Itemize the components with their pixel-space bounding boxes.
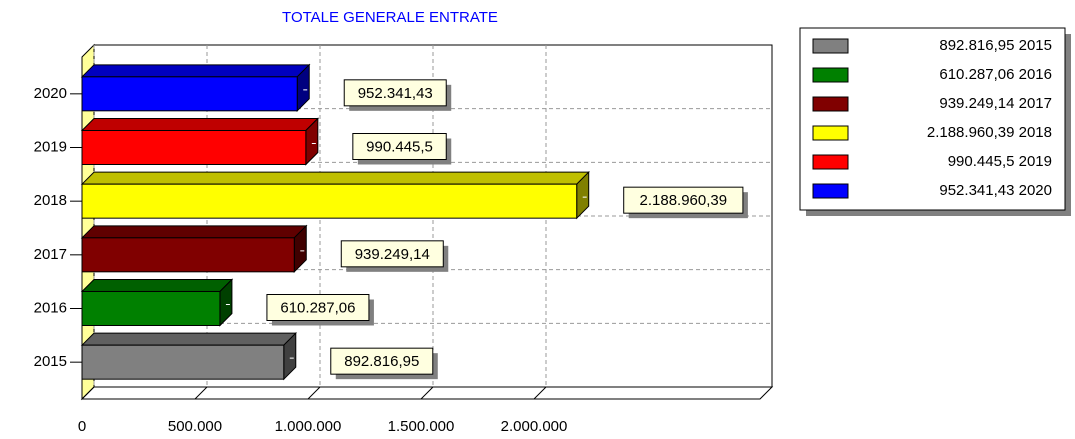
legend-label: 610.287,06 2016 (939, 66, 1052, 83)
legend-swatch (812, 125, 849, 141)
bar (80, 170, 590, 220)
y-tick-label: 2017 (34, 246, 67, 263)
x-tick-label: 1.000.000 (275, 418, 342, 435)
bar (80, 278, 234, 327)
legend-label: 2.188.960,39 2018 (927, 124, 1052, 141)
legend (799, 27, 1066, 211)
label-box (352, 133, 447, 160)
legend-swatch (812, 96, 849, 112)
label-box (266, 294, 370, 321)
y-tick-label: 2019 (34, 138, 67, 155)
x-tick-label: 0 (78, 418, 86, 435)
legend-value: 610.287,06 (939, 66, 1014, 83)
label-box (330, 347, 434, 375)
label-box (623, 186, 744, 214)
legend-value: 892.816,95 (939, 37, 1014, 54)
legend-category: 2017 (1019, 95, 1052, 112)
value-label: 939.249,14 (355, 246, 430, 263)
legend-category: 2015 (1019, 37, 1052, 54)
legend-swatch (812, 183, 849, 199)
value-label: 952.341,43 (358, 85, 433, 102)
value-label: 990.445,5 (366, 138, 433, 155)
bar-front (81, 183, 578, 219)
x-tick (533, 386, 547, 400)
bar-top (80, 225, 308, 239)
label-box (343, 79, 447, 107)
bar-top (80, 332, 297, 346)
legend-label: 952.341,43 2020 (939, 182, 1052, 199)
x-tick (194, 386, 208, 400)
bar-top (80, 279, 234, 292)
label-box (340, 240, 444, 268)
value-label: 610.287,06 (280, 299, 355, 316)
legend-category: 2020 (1019, 182, 1052, 199)
value-label: 2.188.960,39 (640, 192, 728, 209)
y-tick-label: 2020 (34, 85, 67, 102)
legend-label: 892.816,95 2015 (939, 37, 1052, 54)
value-label: 892.816,95 (344, 353, 419, 370)
legend-value: 990.445,5 (948, 153, 1015, 170)
bar-top (80, 64, 311, 78)
bar (80, 63, 311, 113)
bar-front (81, 130, 307, 165)
legend-category: 2016 (1019, 66, 1052, 83)
bar-front (81, 76, 298, 112)
bar (80, 224, 308, 274)
x-tick (81, 386, 95, 400)
bar (80, 331, 297, 381)
legend-swatch (812, 67, 849, 83)
legend-category: 2019 (1019, 153, 1052, 170)
x-tick (420, 386, 434, 400)
y-tick-label: 2018 (34, 192, 67, 209)
bar-front (81, 291, 221, 326)
bar-top (80, 171, 590, 185)
legend-swatch (812, 38, 849, 54)
legend-value: 2.188.960,39 (927, 124, 1015, 141)
legend-label: 939.249,14 2017 (939, 95, 1052, 112)
x-tick (307, 386, 321, 400)
bar-front (81, 344, 285, 380)
bar (80, 117, 320, 166)
legend-value: 952.341,43 (939, 182, 1014, 199)
legend-swatch (812, 154, 849, 170)
x-tick-label: 500.000 (168, 418, 222, 435)
legend-category: 2018 (1019, 124, 1052, 141)
legend-value: 939.249,14 (939, 95, 1014, 112)
bar-top (80, 118, 320, 131)
x-tick-label: 1.500.000 (388, 418, 455, 435)
x-tick-label: 2.000.000 (501, 418, 568, 435)
legend-label: 990.445,5 2019 (948, 153, 1052, 170)
bar-front (81, 237, 295, 273)
chart-title: TOTALE GENERALE ENTRATE (282, 9, 498, 26)
y-tick-label: 2016 (34, 299, 67, 316)
y-tick-label: 2015 (34, 353, 67, 370)
